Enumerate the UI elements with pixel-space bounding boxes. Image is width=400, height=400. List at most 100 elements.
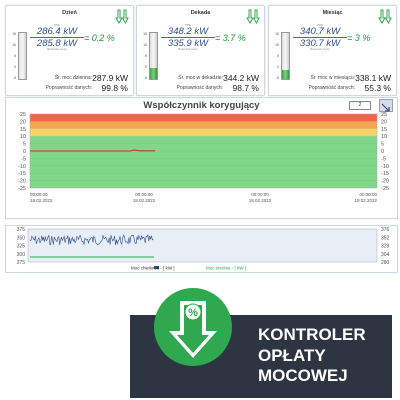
chart-settings-icon [381, 103, 390, 112]
gauge-tube [149, 32, 158, 80]
gauge-tick-label: -5 [275, 76, 279, 80]
panel-title: Dekada [190, 10, 211, 16]
y-tick-label-right: -15 [381, 171, 389, 177]
chart-options-button[interactable] [379, 99, 393, 112]
denominator-value: 335.9 kW [167, 38, 209, 49]
gauge-tick-label: 5 [14, 54, 16, 58]
power-y-tick-right: 352 [381, 235, 390, 241]
gauge-tick-label: 0 [145, 65, 147, 69]
gauge-tick-label: 5 [145, 54, 147, 58]
y-tick-label: -25 [18, 186, 26, 192]
y-tick-label-right: 15 [381, 127, 387, 133]
banner-line-3: MOCOWEJ [258, 366, 348, 385]
denominator-value: 285.8 kW [36, 38, 78, 49]
x-tick-time: 00:00:00 [359, 192, 377, 197]
gauge-tube [281, 32, 290, 80]
gauge-fill [282, 69, 289, 79]
ratio-fraction: PPE 348.2 kW 335.9 kW Rezerwa mocy [161, 24, 215, 51]
correction-chart: Współczynnik korygujący 2 25 25 20 20 15 15 10… [5, 97, 398, 219]
gauge-scale: 15 10 5 0 -5 [10, 28, 16, 80]
icon-percent-symbol: % [188, 307, 198, 319]
x-tick-time: 00:00:00 [251, 192, 269, 197]
threshold-zone [30, 121, 377, 129]
gauge-tick-label: 5 [277, 54, 279, 58]
denominator-caption: Rezerwa mocy [47, 47, 67, 51]
period-panel: Dzień 15 10 5 0 -5 PPE 286.4 kW 285.8 kW Rez… [5, 5, 134, 96]
avg-value: 338.1 kW [355, 73, 391, 83]
ratio-fraction: PPE 340.7 kW 330.7 kW Rezerwa mocy [293, 24, 347, 51]
x-tick-date: 19.02.2022 [354, 198, 377, 203]
gauge-fill [150, 67, 157, 79]
y-tick-label: 0 [23, 149, 26, 155]
power-y-tick-left: 275 [17, 260, 26, 266]
x-tick-time: 00:00:00 [135, 192, 153, 197]
power-indicator-icon [378, 9, 392, 25]
chart-value-input[interactable]: 2 [349, 101, 371, 110]
ratio-value: 3 % [354, 33, 371, 43]
power-y-tick-right: 328 [381, 244, 390, 250]
ratio-gauge: 15 10 5 0 -5 [141, 28, 158, 94]
ratio-value: 0.2 % [91, 33, 115, 43]
gauge-tick-label: 15 [143, 32, 147, 36]
quality-value: 55.3 % [364, 83, 391, 93]
power-y-tick-left: 300 [17, 252, 26, 258]
numerator-value: 348.2 kW [167, 26, 209, 37]
power-y-tick-left: 350 [17, 235, 26, 241]
gauge-tick-label: -5 [12, 76, 16, 80]
x-tick-time: 00:00:00 [30, 192, 48, 197]
fraction-line [161, 37, 215, 38]
legend-average-power: Moc średnia - [ kW ] [206, 266, 246, 271]
instant-power-series [29, 234, 154, 246]
y-tick-label: -15 [18, 171, 26, 177]
power-y-tick-left: 375 [17, 227, 26, 233]
ratio-result: = 3 % [347, 33, 371, 43]
power-y-tick-right: 304 [381, 252, 390, 258]
power-indicator-icon [115, 9, 129, 25]
panel-title: Dzień [62, 10, 77, 16]
power-indicator-icon [246, 9, 260, 25]
legend-swatch-1 [154, 266, 159, 269]
threshold-zone [30, 136, 377, 188]
avg-label: Śr. moc dzienna: [54, 75, 92, 81]
gauge-tube [18, 32, 27, 80]
numerator-caption: PPE [184, 23, 191, 27]
banner-text: KONTROLER OPŁATY MOCOWEJ [258, 325, 366, 387]
x-tick-date: 18.02.2022 [249, 198, 272, 203]
avg-label: Śr. moc w dekadzie: [178, 75, 223, 81]
quality-value: 99.8 % [101, 83, 128, 93]
percent-down-arrow-icon: % [153, 287, 233, 369]
x-tick-date: 18.02.2022 [133, 198, 156, 203]
banner-line-2: OPŁATY [258, 345, 326, 365]
y-tick-label-right: -5 [381, 156, 386, 162]
panel-title: Miesiąc [322, 10, 343, 16]
y-tick-label: 10 [20, 134, 26, 140]
legend-instant-power: Moc chwilowa - [ kW ] [131, 266, 175, 271]
gauge-tick-label: 15 [12, 32, 16, 36]
y-tick-label: 5 [23, 142, 26, 148]
numerator-value: 286.4 kW [36, 26, 78, 37]
avg-value: 344.2 kW [223, 73, 259, 83]
y-tick-label: -5 [21, 156, 26, 162]
gauge-tick-label: 10 [12, 43, 16, 47]
power-y-tick-left: 325 [17, 244, 26, 250]
fraction-line [293, 37, 347, 38]
ratio-result: = 0.2 % [84, 33, 115, 43]
denominator-caption: Rezerwa mocy [178, 47, 198, 51]
y-tick-label: -20 [18, 179, 26, 185]
period-panel: Dekada 15 10 5 0 -5 PPE 348.2 kW 335.9 kW Re… [136, 5, 265, 96]
y-tick-label-right: 20 [381, 119, 387, 125]
period-panel: Miesiąc 15 10 5 0 -5 PPE 340.7 kW 330.7 kW R… [268, 5, 397, 96]
gauge-tick-label: 10 [143, 43, 147, 47]
quality-label: Poprawność danych: [176, 85, 223, 91]
gauge-scale: 15 10 5 0 -5 [273, 28, 279, 80]
y-tick-label-right: -20 [381, 179, 389, 185]
denominator-value: 330.7 kW [299, 38, 341, 49]
ratio-gauge: 15 10 5 0 -5 [273, 28, 290, 94]
ratio-fraction: PPE 286.4 kW 285.8 kW Rezerwa mocy [30, 24, 84, 51]
numerator-value: 340.7 kW [299, 26, 341, 37]
denominator-caption: Rezerwa mocy [310, 47, 330, 51]
chart-title: Współczynnik korygujący [143, 100, 260, 111]
avg-value: 287.9 kW [92, 73, 128, 83]
y-tick-label: 15 [20, 127, 26, 133]
